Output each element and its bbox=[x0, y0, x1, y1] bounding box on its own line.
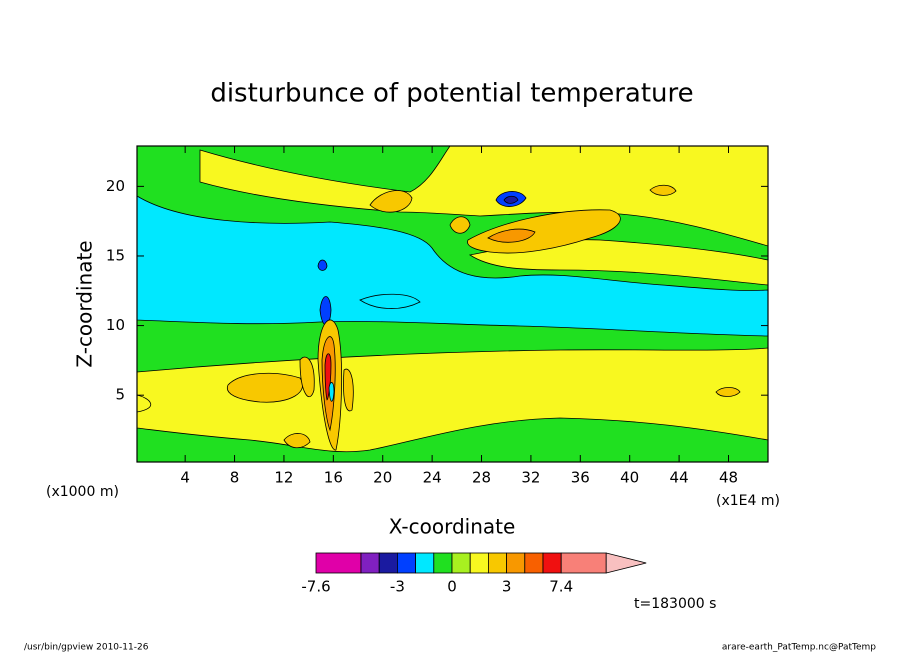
contour-field bbox=[137, 146, 768, 462]
colorbar-box bbox=[560, 552, 607, 574]
x-tick-label: 40 bbox=[620, 469, 639, 487]
colorbar-extend bbox=[605, 552, 647, 574]
colorbar-box bbox=[315, 552, 362, 574]
contour-region bbox=[715, 387, 741, 397]
contour-region bbox=[449, 216, 471, 234]
contour-region bbox=[299, 356, 315, 398]
x-tick-label: 28 bbox=[472, 469, 491, 487]
colorbar-box bbox=[506, 552, 526, 574]
contour-region bbox=[319, 296, 332, 326]
x-tick-label: 20 bbox=[373, 469, 392, 487]
colorbar-box bbox=[360, 552, 380, 574]
contour-region bbox=[359, 293, 421, 309]
colorbar-box bbox=[415, 552, 435, 574]
colorbar-label: -7.6 bbox=[301, 578, 330, 596]
x-tick-label: 8 bbox=[230, 469, 240, 487]
contour-region bbox=[137, 195, 768, 337]
x-unit: (x1E4 m) bbox=[716, 493, 780, 509]
contour-region bbox=[343, 368, 354, 412]
contour-region bbox=[317, 259, 328, 271]
colorbar-box bbox=[451, 552, 471, 574]
footer-right: arare-earth_PatTemp.nc@PatTemp bbox=[722, 643, 876, 653]
contour-region bbox=[503, 195, 519, 204]
x-tick-label: 32 bbox=[521, 469, 540, 487]
x-tick-label: 12 bbox=[274, 469, 293, 487]
colorbar-box bbox=[524, 552, 544, 574]
x-tick-label: 44 bbox=[670, 469, 689, 487]
contour-region bbox=[226, 372, 303, 403]
y-tick-label: 15 bbox=[106, 246, 125, 264]
x-tick-label: 4 bbox=[180, 469, 190, 487]
colorbar-label: 7.4 bbox=[549, 578, 573, 596]
x-tick-label: 16 bbox=[324, 469, 343, 487]
y-unit: (x1000 m) bbox=[46, 484, 119, 500]
colorbar-box bbox=[433, 552, 453, 574]
y-tick-label: 20 bbox=[106, 177, 125, 195]
x-axis-label: X-coordinate bbox=[389, 515, 516, 539]
contour-region bbox=[369, 190, 413, 213]
y-tick-label: 5 bbox=[115, 386, 125, 404]
colorbar-label: 3 bbox=[502, 578, 512, 596]
contour-region bbox=[328, 382, 335, 402]
x-tick-label: 24 bbox=[423, 469, 442, 487]
colorbar-box bbox=[487, 552, 507, 574]
contour-region bbox=[199, 146, 768, 247]
colorbar-box bbox=[469, 552, 489, 574]
contour-region bbox=[487, 228, 536, 243]
colorbar-box bbox=[378, 552, 398, 574]
y-tick-label: 10 bbox=[106, 316, 125, 334]
contour-region bbox=[283, 433, 311, 449]
colorbar-box bbox=[542, 552, 562, 574]
colorbar-label: 0 bbox=[447, 578, 457, 596]
x-tick-label: 36 bbox=[571, 469, 590, 487]
colorbar-box bbox=[396, 552, 416, 574]
footer-left: /usr/bin/gpview 2010-11-26 bbox=[24, 643, 149, 653]
plot-frame bbox=[136, 145, 769, 463]
time-label: t=183000 s bbox=[634, 596, 716, 612]
contour-region bbox=[137, 347, 768, 453]
x-tick-label: 48 bbox=[719, 469, 738, 487]
chart-title: disturbunce of potential temperature bbox=[210, 79, 693, 109]
contour-region bbox=[649, 184, 677, 196]
colorbar-label: -3 bbox=[390, 578, 405, 596]
y-axis-label: Z-coordinate bbox=[73, 240, 97, 367]
